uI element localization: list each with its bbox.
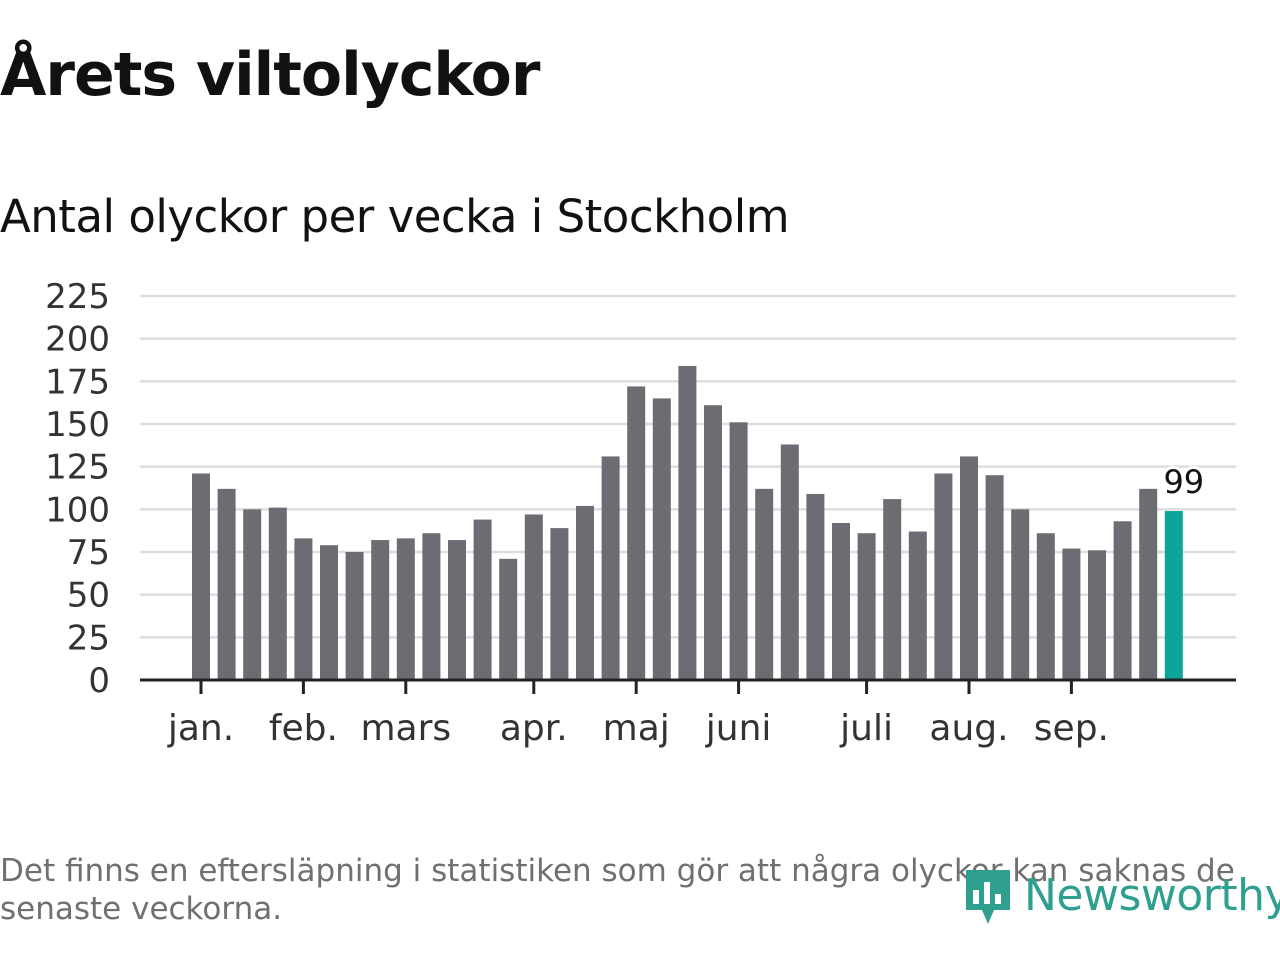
y-tick-label: 75 [67, 533, 110, 573]
y-tick-label: 50 [67, 576, 110, 616]
chart-subtitle: Antal olyckor per vecka i Stockholm [0, 190, 790, 243]
y-tick-label: 125 [45, 448, 110, 488]
bar [1139, 488, 1158, 680]
bar [755, 488, 774, 680]
bar [704, 405, 722, 680]
bar [780, 444, 799, 680]
bar [1011, 509, 1030, 680]
x-tick-label: juni [705, 708, 772, 749]
bar [1088, 550, 1106, 680]
x-tick-label: apr. [500, 708, 568, 749]
x-tick-label: feb. [269, 708, 338, 749]
bar [371, 540, 390, 680]
x-tick-label: jan. [167, 708, 234, 749]
x-tick-label: maj [603, 708, 670, 749]
x-tick-label: aug. [929, 708, 1008, 749]
x-tick-label: mars [360, 708, 451, 749]
footnote: Det finns en eftersläpning i statistiken… [0, 853, 1235, 927]
bar [652, 398, 671, 680]
y-tick-label: 175 [45, 362, 110, 402]
bar [729, 422, 748, 680]
bar [678, 365, 697, 680]
bar [320, 545, 338, 680]
y-tick-label: 25 [67, 618, 110, 658]
bar [908, 531, 927, 680]
y-tick-label: 100 [45, 490, 110, 530]
y-tick-label: 200 [45, 320, 110, 360]
bar [396, 538, 415, 680]
bar [806, 493, 825, 680]
chart-title: Årets viltolyckor [0, 40, 540, 110]
bar [448, 540, 466, 680]
bar [1036, 533, 1055, 680]
bar [524, 514, 543, 680]
bar [499, 558, 518, 680]
bar [294, 538, 313, 680]
data-labels: 99 [1160, 460, 1207, 504]
x-tick-label: juli [839, 708, 893, 749]
bar [601, 456, 620, 680]
bar [192, 473, 210, 680]
bar [934, 473, 953, 680]
bar [243, 509, 262, 680]
bar [345, 552, 364, 680]
bar [960, 456, 978, 680]
bar-highlight [1164, 511, 1183, 680]
bar [832, 522, 850, 680]
brand-name: Newsworthy [1024, 869, 1280, 921]
bar-chart-pin-icon [966, 870, 1010, 924]
highlight-data-label: 99 [1163, 463, 1204, 501]
bar [576, 505, 594, 680]
bar [217, 488, 236, 680]
bars [192, 365, 1183, 680]
y-tick-label: 225 [45, 277, 110, 317]
y-tick-label: 150 [45, 405, 110, 445]
bar [857, 533, 876, 680]
x-axis: jan. feb. mars apr. maj juni juli aug. sep. [140, 678, 1236, 749]
bar [883, 499, 902, 680]
bar [268, 507, 287, 680]
newsworthy-logo: Newsworthy [962, 862, 1280, 928]
x-tick-label: sep. [1034, 708, 1109, 749]
bar [422, 533, 441, 680]
bar [1113, 521, 1132, 680]
bar [985, 475, 1004, 680]
bar [473, 519, 492, 680]
bar [1062, 548, 1081, 680]
bar [550, 528, 569, 680]
y-tick-label: 0 [88, 661, 110, 701]
bar [627, 386, 646, 680]
